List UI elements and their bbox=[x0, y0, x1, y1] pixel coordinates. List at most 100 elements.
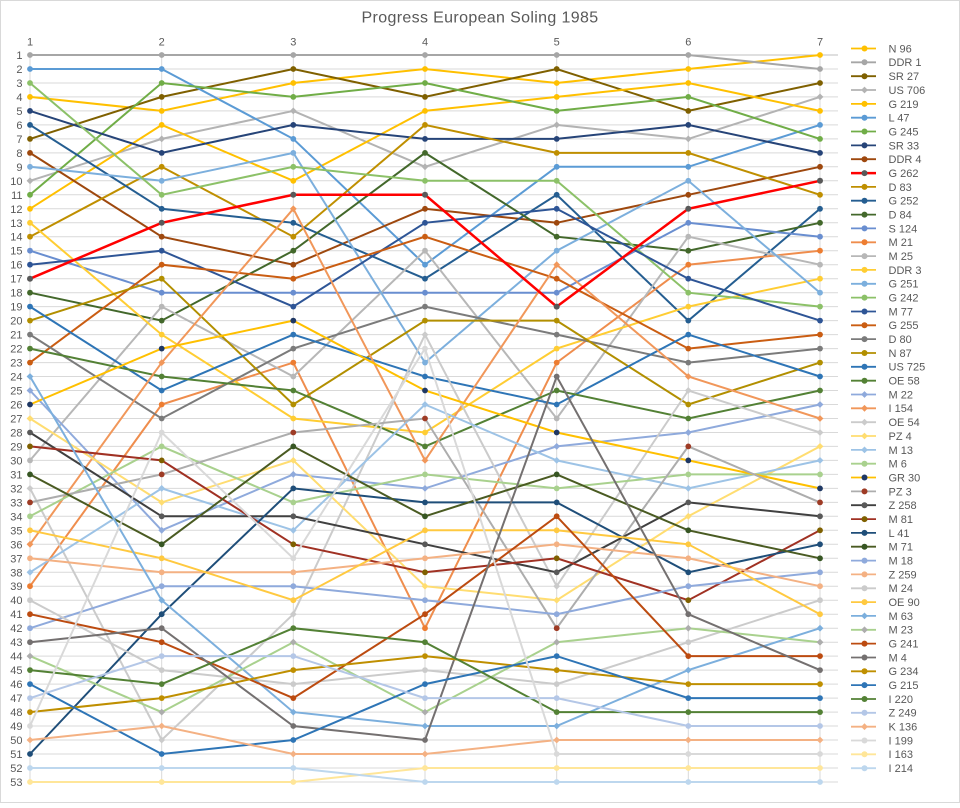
svg-text:4: 4 bbox=[422, 37, 428, 49]
svg-text:10: 10 bbox=[10, 176, 22, 188]
svg-text:2: 2 bbox=[16, 64, 22, 76]
svg-text:26: 26 bbox=[10, 400, 22, 412]
svg-text:S 124: S 124 bbox=[889, 223, 918, 235]
svg-text:G 245: G 245 bbox=[889, 126, 919, 138]
svg-text:44: 44 bbox=[10, 651, 22, 663]
svg-text:7: 7 bbox=[16, 134, 22, 146]
svg-text:L 47: L 47 bbox=[889, 113, 910, 125]
svg-text:M 24: M 24 bbox=[889, 583, 913, 595]
svg-text:49: 49 bbox=[10, 721, 22, 733]
svg-text:G 234: G 234 bbox=[889, 666, 919, 678]
svg-text:D 80: D 80 bbox=[889, 334, 912, 346]
svg-text:I 214: I 214 bbox=[889, 763, 913, 775]
svg-text:I 154: I 154 bbox=[889, 403, 913, 415]
svg-text:1: 1 bbox=[27, 37, 33, 49]
svg-text:24: 24 bbox=[10, 372, 22, 384]
svg-text:4: 4 bbox=[16, 92, 22, 104]
svg-text:M 22: M 22 bbox=[889, 389, 913, 401]
svg-text:18: 18 bbox=[10, 288, 22, 300]
svg-text:OE 54: OE 54 bbox=[889, 417, 920, 429]
svg-text:L 41: L 41 bbox=[889, 528, 910, 540]
svg-text:DDR 1: DDR 1 bbox=[889, 57, 922, 69]
svg-text:5: 5 bbox=[554, 37, 560, 49]
svg-text:Z 249: Z 249 bbox=[889, 708, 917, 720]
svg-text:21: 21 bbox=[10, 330, 22, 342]
svg-text:G 252: G 252 bbox=[889, 196, 919, 208]
svg-text:GR 30: GR 30 bbox=[889, 472, 921, 484]
svg-text:46: 46 bbox=[10, 679, 22, 691]
svg-text:6: 6 bbox=[16, 120, 22, 132]
svg-text:M 25: M 25 bbox=[889, 251, 913, 263]
svg-text:25: 25 bbox=[10, 386, 22, 398]
svg-text:OE 90: OE 90 bbox=[889, 597, 920, 609]
svg-text:G 215: G 215 bbox=[889, 680, 919, 692]
svg-text:40: 40 bbox=[10, 595, 22, 607]
svg-text:G 219: G 219 bbox=[889, 99, 919, 111]
svg-text:PZ 3: PZ 3 bbox=[889, 486, 912, 498]
svg-text:22: 22 bbox=[10, 344, 22, 356]
svg-text:3: 3 bbox=[290, 37, 296, 49]
svg-text:US 706: US 706 bbox=[889, 85, 926, 97]
svg-text:SR 33: SR 33 bbox=[889, 140, 920, 152]
svg-text:48: 48 bbox=[10, 707, 22, 719]
svg-text:29: 29 bbox=[10, 441, 22, 453]
svg-text:50: 50 bbox=[10, 735, 22, 747]
svg-text:2: 2 bbox=[159, 37, 165, 49]
svg-text:3: 3 bbox=[16, 78, 22, 90]
svg-text:M 63: M 63 bbox=[889, 611, 913, 623]
svg-text:G 241: G 241 bbox=[889, 639, 919, 651]
svg-text:M 21: M 21 bbox=[889, 237, 913, 249]
svg-text:G 251: G 251 bbox=[889, 279, 919, 291]
svg-text:US 725: US 725 bbox=[889, 362, 926, 374]
svg-text:52: 52 bbox=[10, 763, 22, 775]
svg-text:32: 32 bbox=[10, 483, 22, 495]
svg-text:35: 35 bbox=[10, 525, 22, 537]
svg-text:14: 14 bbox=[10, 232, 22, 244]
svg-text:34: 34 bbox=[10, 511, 22, 523]
svg-text:M 23: M 23 bbox=[889, 625, 913, 637]
svg-text:DDR 3: DDR 3 bbox=[889, 265, 922, 277]
svg-text:N 87: N 87 bbox=[889, 348, 912, 360]
svg-text:M 6: M 6 bbox=[889, 459, 907, 471]
svg-text:8: 8 bbox=[16, 148, 22, 160]
svg-text:41: 41 bbox=[10, 609, 22, 621]
svg-text:PZ 4: PZ 4 bbox=[889, 431, 912, 443]
svg-text:5: 5 bbox=[16, 106, 22, 118]
svg-text:7: 7 bbox=[817, 37, 823, 49]
svg-text:G 242: G 242 bbox=[889, 293, 919, 305]
svg-text:M 13: M 13 bbox=[889, 445, 913, 457]
svg-text:43: 43 bbox=[10, 637, 22, 649]
svg-text:12: 12 bbox=[10, 204, 22, 216]
svg-text:6: 6 bbox=[685, 37, 691, 49]
svg-text:I 220: I 220 bbox=[889, 694, 913, 706]
svg-text:36: 36 bbox=[10, 539, 22, 551]
svg-text:51: 51 bbox=[10, 749, 22, 761]
svg-text:13: 13 bbox=[10, 218, 22, 230]
svg-text:N 96: N 96 bbox=[889, 43, 912, 55]
svg-text:11: 11 bbox=[11, 190, 22, 202]
svg-text:16: 16 bbox=[10, 260, 22, 272]
svg-text:M 71: M 71 bbox=[889, 542, 913, 554]
svg-text:27: 27 bbox=[10, 414, 22, 426]
svg-text:20: 20 bbox=[10, 316, 22, 328]
svg-text:I 163: I 163 bbox=[889, 749, 913, 761]
svg-text:M 81: M 81 bbox=[889, 514, 913, 526]
svg-text:38: 38 bbox=[10, 567, 22, 579]
svg-text:37: 37 bbox=[10, 553, 22, 565]
svg-text:53: 53 bbox=[10, 777, 22, 789]
svg-text:42: 42 bbox=[10, 623, 22, 635]
svg-text:33: 33 bbox=[10, 497, 22, 509]
svg-text:39: 39 bbox=[10, 581, 22, 593]
svg-text:17: 17 bbox=[10, 274, 22, 286]
svg-text:DDR 4: DDR 4 bbox=[889, 154, 922, 166]
svg-text:28: 28 bbox=[10, 428, 22, 440]
svg-text:SR 27: SR 27 bbox=[889, 71, 920, 83]
svg-text:Z 258: Z 258 bbox=[889, 500, 917, 512]
svg-text:1: 1 bbox=[16, 50, 22, 62]
svg-text:47: 47 bbox=[10, 693, 22, 705]
svg-text:K 136: K 136 bbox=[889, 722, 918, 734]
svg-text:23: 23 bbox=[10, 358, 22, 370]
svg-text:30: 30 bbox=[10, 455, 22, 467]
svg-text:D 84: D 84 bbox=[889, 210, 912, 222]
svg-text:G 262: G 262 bbox=[889, 168, 919, 180]
